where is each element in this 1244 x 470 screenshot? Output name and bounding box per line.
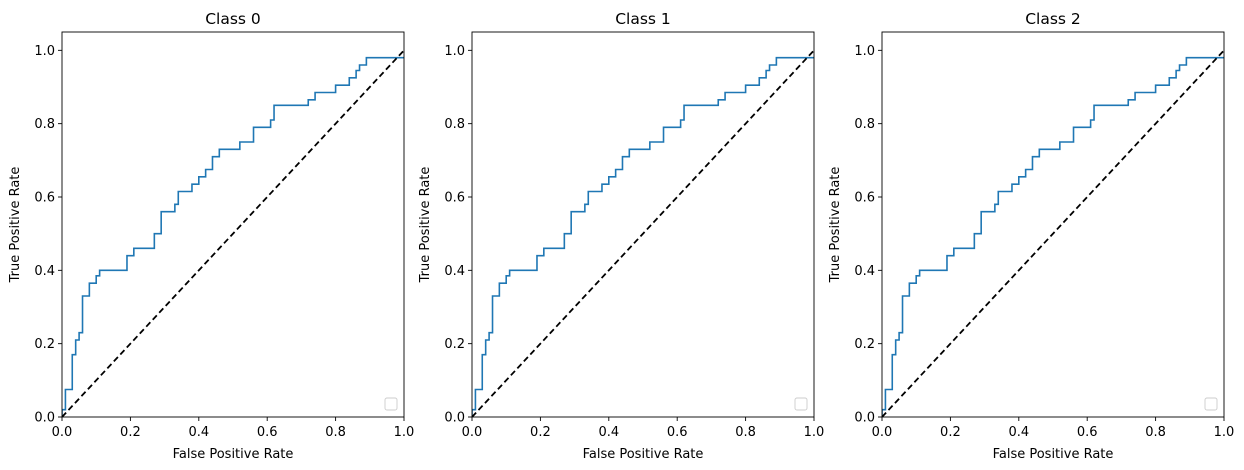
x-axis-label: False Positive Rate xyxy=(993,447,1114,462)
legend-box xyxy=(794,397,808,411)
panel-title: Class 1 xyxy=(615,10,671,28)
y-tick-label: 0.8 xyxy=(854,117,875,132)
x-tick-label: 0.2 xyxy=(120,425,141,440)
roc-curve-line xyxy=(62,56,404,417)
roc-panel-0: 0.0 0.2 0.4 0.6 0.8 1.0 0.0 0.2 0.4 0.6 0.8 1.0 Clas… xyxy=(8,10,414,462)
roc-curve-line xyxy=(882,56,1224,417)
x-tick-label: 1.0 xyxy=(804,425,825,440)
x-tick-label: 0.0 xyxy=(52,425,73,440)
y-tick-label: 0.8 xyxy=(34,117,55,132)
y-tick-label: 1.0 xyxy=(854,44,875,59)
y-tick-label: 0.0 xyxy=(854,411,875,426)
y-tick-label: 0.2 xyxy=(444,337,465,352)
y-tick-label: 0.2 xyxy=(34,337,55,352)
plot-frame xyxy=(471,31,815,418)
y-tick-label: 0.4 xyxy=(854,264,875,279)
plot-frame xyxy=(61,31,405,418)
x-tick-label: 0.4 xyxy=(188,425,209,440)
plot-frame xyxy=(881,31,1225,418)
x-tick-label: 0.2 xyxy=(940,425,961,440)
x-tick-label: 0.6 xyxy=(257,425,278,440)
x-tick-label: 0.4 xyxy=(598,425,619,440)
y-tick-label: 0.4 xyxy=(444,264,465,279)
y-axis-label: True Positive Rate xyxy=(418,167,433,284)
x-axis-label: False Positive Rate xyxy=(583,447,704,462)
x-tick-label: 0.8 xyxy=(1145,425,1166,440)
x-tick-label: 0.8 xyxy=(735,425,756,440)
panel-title: Class 2 xyxy=(1025,10,1081,28)
roc-curve-line xyxy=(472,56,814,417)
y-tick-label: 0.4 xyxy=(34,264,55,279)
y-tick-label: 0.6 xyxy=(34,191,55,206)
x-tick-label: 0.0 xyxy=(462,425,483,440)
y-tick-label: 1.0 xyxy=(444,44,465,59)
y-tick-label: 0.6 xyxy=(444,191,465,206)
x-tick-label: 0.4 xyxy=(1008,425,1029,440)
y-tick-label: 0.8 xyxy=(444,117,465,132)
x-tick-label: 0.6 xyxy=(1077,425,1098,440)
roc-panel-2: 0.0 0.2 0.4 0.6 0.8 1.0 0.0 0.2 0.4 0.6 0.8 1.0 Clas… xyxy=(828,10,1234,462)
x-axis-label: False Positive Rate xyxy=(173,447,294,462)
y-tick-label: 0.6 xyxy=(854,191,875,206)
panel-title: Class 0 xyxy=(205,10,261,28)
y-tick-label: 1.0 xyxy=(34,44,55,59)
chance-diagonal-line xyxy=(882,49,1224,417)
x-tick-label: 0.0 xyxy=(872,425,893,440)
y-tick-label: 0.2 xyxy=(854,337,875,352)
x-tick-label: 1.0 xyxy=(1214,425,1235,440)
roc-panel-1: 0.0 0.2 0.4 0.6 0.8 1.0 0.0 0.2 0.4 0.6 0.8 1.0 Clas… xyxy=(418,10,824,462)
y-tick-label: 0.0 xyxy=(444,411,465,426)
y-tick-label: 0.0 xyxy=(34,411,55,426)
legend-box xyxy=(384,397,398,411)
chance-diagonal-line xyxy=(472,49,814,417)
x-tick-label: 0.8 xyxy=(325,425,346,440)
x-tick-label: 0.2 xyxy=(530,425,551,440)
legend-box xyxy=(1204,397,1218,411)
x-tick-label: 1.0 xyxy=(394,425,415,440)
y-axis-label: True Positive Rate xyxy=(828,167,843,284)
y-axis-label: True Positive Rate xyxy=(8,167,23,284)
x-tick-label: 0.6 xyxy=(667,425,688,440)
chance-diagonal-line xyxy=(62,49,404,417)
